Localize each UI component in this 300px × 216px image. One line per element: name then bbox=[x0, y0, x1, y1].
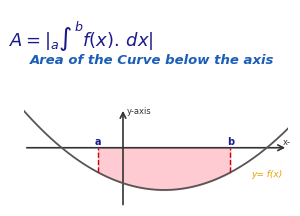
Text: x-: x- bbox=[283, 138, 291, 147]
Text: y-axis: y-axis bbox=[127, 107, 152, 116]
Text: y= f(x): y= f(x) bbox=[252, 170, 283, 179]
Text: b: b bbox=[227, 137, 234, 147]
Text: Area of the Curve below the axis: Area of the Curve below the axis bbox=[30, 54, 274, 67]
Text: a: a bbox=[95, 137, 101, 147]
Text: $A = |_a\int^b f(x).\, dx|$: $A = |_a\int^b f(x).\, dx|$ bbox=[9, 19, 153, 54]
